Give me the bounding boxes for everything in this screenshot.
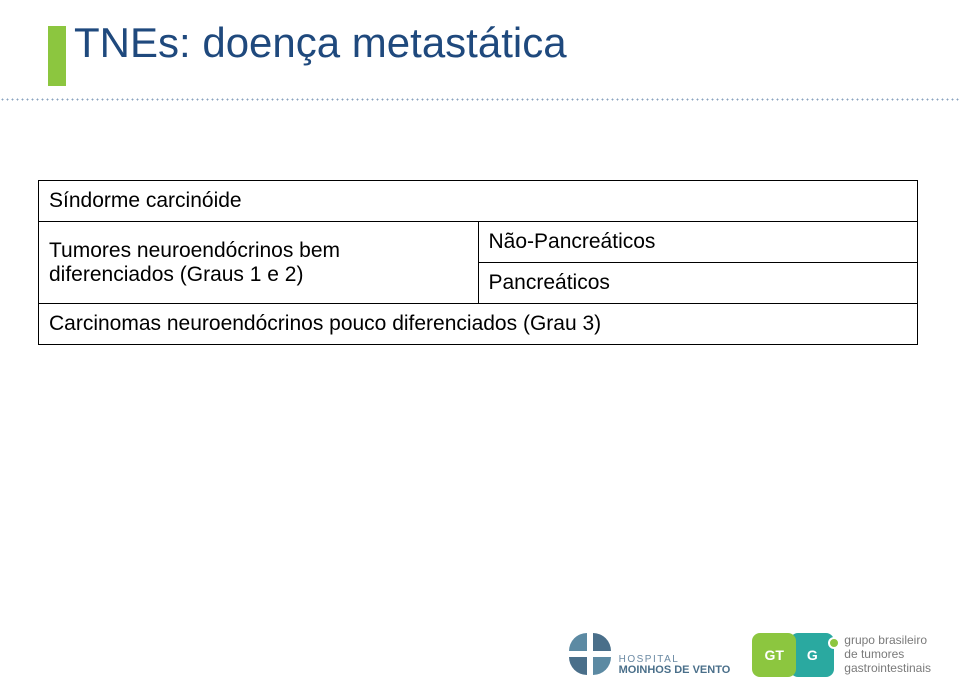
gtg-box-right: G — [790, 633, 834, 677]
gtg-text: grupo brasileiro de tumores gastrointest… — [844, 634, 931, 675]
hospital-text: HOSPITAL MOINHOS DE VENTO — [619, 655, 731, 677]
gtg-line1: grupo brasileiro — [844, 634, 931, 648]
title-row: TNEs: doença metastática — [0, 0, 959, 86]
table-cell-row2-right-bottom: Pancreáticos — [478, 263, 918, 304]
gtg-dot-icon — [828, 637, 840, 649]
gtg-box-right-letter: G — [807, 647, 818, 663]
table-row: Carcinomas neuroendócrinos pouco diferen… — [39, 304, 918, 345]
table-cell-row3: Carcinomas neuroendócrinos pouco diferen… — [39, 304, 918, 345]
hospital-line2: MOINHOS DE VENTO — [619, 665, 731, 677]
page-title: TNEs: doença metastática — [74, 20, 567, 66]
gtg-line3: gastrointestinais — [844, 662, 931, 676]
slide: TNEs: doença metastática Síndorme carcin… — [0, 0, 959, 689]
accent-bar — [48, 26, 66, 86]
table-row: Síndorme carcinóide — [39, 181, 918, 222]
classification-table: Síndorme carcinóide Tumores neuroendócri… — [38, 180, 918, 345]
table-cell-row2-left: Tumores neuroendócrinos bem diferenciado… — [39, 222, 479, 304]
gtg-box-left: GT — [752, 633, 796, 677]
table-cell-row1: Síndorme carcinóide — [39, 181, 918, 222]
gtg-logo: GT G grupo brasileiro de tumores gastroi… — [752, 633, 931, 677]
windmill-icon — [567, 631, 613, 677]
gtg-line2: de tumores — [844, 648, 931, 662]
table-cell-row2-right-top: Não-Pancreáticos — [478, 222, 918, 263]
hospital-logo: HOSPITAL MOINHOS DE VENTO — [567, 631, 731, 677]
table-row: Tumores neuroendócrinos bem diferenciado… — [39, 222, 918, 263]
dotted-divider — [0, 98, 959, 101]
content-area: Síndorme carcinóide Tumores neuroendócri… — [38, 180, 918, 345]
gtg-mark-icon: GT G — [752, 633, 834, 677]
footer: HOSPITAL MOINHOS DE VENTO GT G grupo bra… — [0, 587, 959, 677]
